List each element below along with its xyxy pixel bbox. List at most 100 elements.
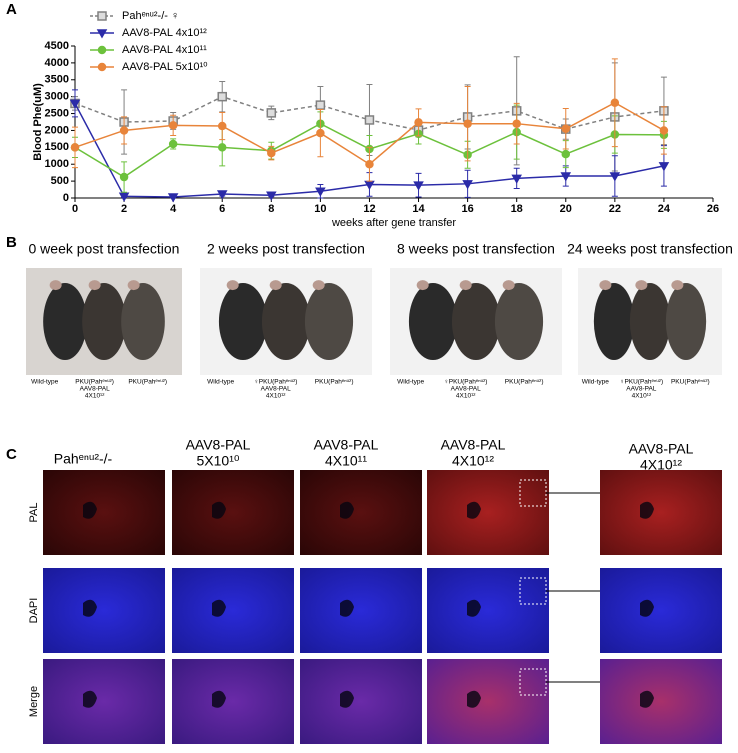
photo-label: 4X10¹² [632,393,652,400]
point [267,148,276,158]
vessel [640,599,654,617]
photo-label: Wild-type [582,379,609,386]
micrograph [300,470,422,555]
point [70,143,80,152]
point [365,159,374,169]
y-tick-label: 4500 [45,40,69,52]
x-tick-label: 16 [461,203,473,215]
point [217,143,227,152]
zoom-box [519,668,547,696]
vessel [340,599,354,617]
photo-label: AAV8-PAL [261,386,291,393]
point [69,99,81,109]
mouse [593,282,635,361]
row-label: PAL [28,503,40,523]
mouse-ear [312,280,325,291]
column-header: AAV8-PAL [441,437,506,453]
y-tick-label: 1000 [45,158,69,170]
point [118,192,130,202]
photo-title: 2 weeks post transfection [207,241,365,257]
mouse [82,282,126,361]
point [561,149,571,159]
legend-label: AAV8-PAL 4x10¹² [122,27,207,39]
point [658,162,670,172]
column-header: 4X10¹² [452,453,494,469]
vessel [340,690,354,708]
micrograph [43,470,165,555]
photo-label: PKU(Pahᵉⁿᵘ²) [505,379,544,386]
photo-label: PKU(Pahᵉⁿᵘ²) [128,379,167,386]
photo-title: 8 weeks post transfection [397,241,555,257]
mouse-ear [502,280,515,291]
panel-label: C [6,446,17,463]
column-header: AAV8-PAL [629,441,694,457]
mouse-ear [599,280,612,291]
mouse [43,282,87,361]
column-header: AAV8-PAL [314,437,379,453]
vessel [340,501,354,519]
mouse-ear [88,280,101,291]
legend-marker [97,62,107,72]
micrograph [600,470,722,555]
micrograph [427,568,549,653]
legend-marker [97,11,107,21]
micrograph [427,659,549,744]
point [364,115,375,125]
row-label: Merge [28,686,40,717]
point [316,128,325,138]
point [512,119,521,128]
mouse-ear [671,280,684,291]
mouse-ear [226,280,239,291]
mouse-ear [416,280,429,291]
point [561,124,571,134]
point [315,100,326,110]
y-tick-label: 500 [51,175,69,187]
mouse-ear [127,280,140,291]
photo-label: AAV8-PAL [626,386,656,393]
x-tick-label: 26 [707,203,719,215]
x-tick-label: 24 [658,203,671,215]
legend-marker [96,29,108,39]
mouse [451,282,501,361]
zoom-box [519,479,547,507]
photo-label: 4X10¹² [456,393,476,400]
vessel [467,501,481,519]
point [610,98,620,107]
micrograph [427,470,549,555]
y-tick-label: 2500 [45,107,69,119]
micrograph [300,568,422,653]
vessel [467,690,481,708]
point [266,108,277,118]
point [168,121,178,130]
y-tick-label: 4000 [45,57,69,69]
column-header: 5X10¹⁰ [197,453,240,469]
micrograph [43,568,165,653]
legend-label: AAV8-PAL 4x10¹¹ [122,44,207,56]
mouse [218,282,268,361]
vessel [640,501,654,519]
photo-label: PKU(Pahᵉⁿᵘ²) [671,379,710,386]
column-header: 4X10¹² [640,457,682,473]
point [659,126,669,135]
mouse [494,282,544,361]
point [414,118,423,127]
photo-label: 4X10¹² [85,393,105,400]
y-tick-label: 1500 [45,141,69,153]
point [216,190,228,200]
vessel [83,690,97,708]
point [609,172,621,182]
photo-label: AAV8-PAL [80,386,110,393]
mouse [121,282,165,361]
point [119,172,129,182]
point [217,121,227,131]
photo-label: PKU(Pahᵉⁿᵘ²) [75,379,114,386]
point [511,174,522,184]
point [119,126,129,135]
point [560,172,572,182]
legend-marker [97,45,107,55]
photo-label: Wild-type [207,379,234,386]
vessel [83,501,97,519]
panel-label: B [6,234,17,251]
y-tick-label: 0 [63,192,69,204]
